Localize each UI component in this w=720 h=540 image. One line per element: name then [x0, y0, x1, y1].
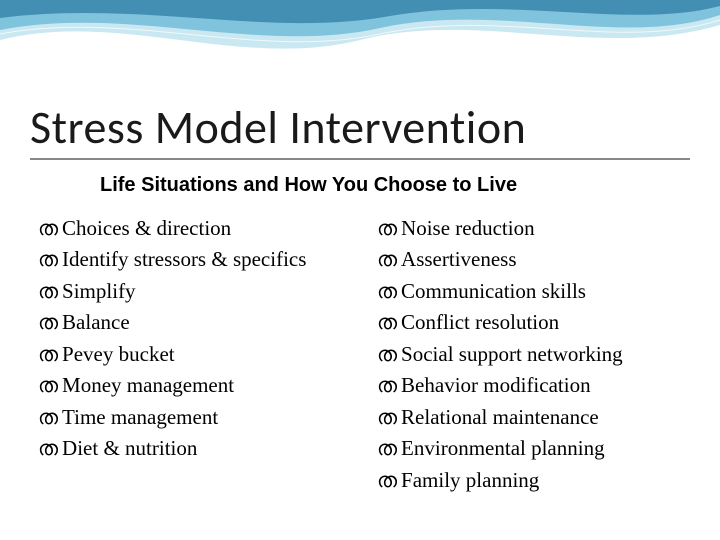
list-item-label: Pevey bucket [62, 339, 351, 369]
bullet-icon: ത [377, 307, 397, 337]
list-item-label: Behavior modification [401, 370, 690, 400]
list-item: തEnvironmental planning [377, 433, 690, 463]
list-item-label: Diet & nutrition [62, 433, 351, 463]
list-item-label: Noise reduction [401, 213, 690, 243]
bullet-columns: തChoices & directionതIdentify stressors … [30, 213, 690, 496]
bullet-icon: ത [377, 433, 397, 463]
bullet-icon: ത [377, 402, 397, 432]
list-item: തMoney management [38, 370, 351, 400]
bullet-icon: ത [38, 276, 58, 306]
list-item: തIdentify stressors & specifics [38, 244, 351, 274]
list-item: തConflict resolution [377, 307, 690, 337]
list-item: തBehavior modification [377, 370, 690, 400]
list-item: തSocial support networking [377, 339, 690, 369]
list-item-label: Communication skills [401, 276, 690, 306]
bullet-icon: ത [38, 244, 58, 274]
list-item-label: Relational maintenance [401, 402, 690, 432]
bullet-icon: ത [377, 244, 397, 274]
list-item-label: Social support networking [401, 339, 690, 369]
list-item-label: Conflict resolution [401, 307, 690, 337]
list-item-label: Money management [62, 370, 351, 400]
bullet-icon: ത [377, 465, 397, 495]
list-item: തChoices & direction [38, 213, 351, 243]
left-column: തChoices & directionതIdentify stressors … [38, 213, 351, 496]
list-item: തAssertiveness [377, 244, 690, 274]
slide-subtitle: Life Situations and How You Choose to Li… [100, 174, 690, 197]
right-column: തNoise reductionതAssertivenessതCommunica… [377, 213, 690, 496]
bullet-icon: ത [377, 276, 397, 306]
bullet-icon: ത [377, 370, 397, 400]
bullet-icon: ത [38, 370, 58, 400]
list-item: തTime management [38, 402, 351, 432]
list-item: തFamily planning [377, 465, 690, 495]
list-item-label: Assertiveness [401, 244, 690, 274]
list-item-label: Environmental planning [401, 433, 690, 463]
bullet-icon: ത [377, 213, 397, 243]
list-item: തDiet & nutrition [38, 433, 351, 463]
list-item-label: Time management [62, 402, 351, 432]
list-item: തRelational maintenance [377, 402, 690, 432]
list-item: തBalance [38, 307, 351, 337]
slide-title: Stress Model Intervention [30, 100, 690, 156]
bullet-icon: ത [38, 339, 58, 369]
bullet-icon: ത [38, 402, 58, 432]
list-item-label: Simplify [62, 276, 351, 306]
list-item: തPevey bucket [38, 339, 351, 369]
list-item-label: Identify stressors & specifics [62, 244, 351, 274]
list-item: തCommunication skills [377, 276, 690, 306]
title-underline [30, 158, 690, 160]
bullet-icon: ത [38, 433, 58, 463]
bullet-icon: ത [38, 307, 58, 337]
list-item-label: Family planning [401, 465, 690, 495]
list-item: തSimplify [38, 276, 351, 306]
list-item-label: Choices & direction [62, 213, 351, 243]
bullet-icon: ത [38, 213, 58, 243]
bullet-icon: ത [377, 339, 397, 369]
list-item: തNoise reduction [377, 213, 690, 243]
list-item-label: Balance [62, 307, 351, 337]
